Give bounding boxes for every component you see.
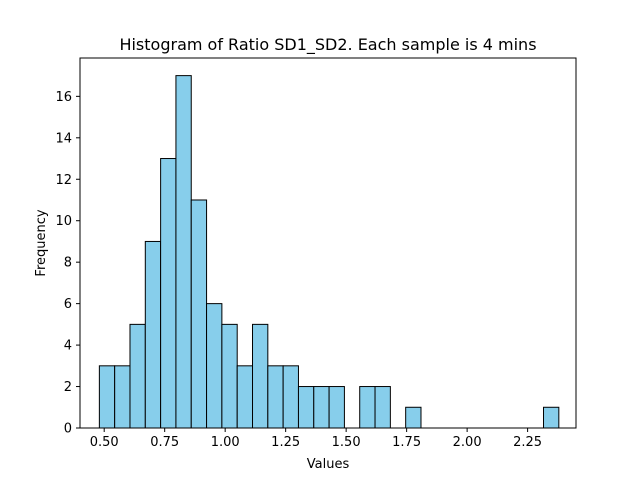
histogram-bar-20: [405, 406, 422, 429]
histogram-bar-11: [267, 365, 284, 429]
y-tick-label: 4: [64, 339, 72, 354]
histogram-bar-15: [328, 386, 345, 429]
y-tick-label: 2: [64, 380, 72, 395]
x-axis-label: Values: [307, 457, 350, 472]
histogram-bar-18: [374, 386, 391, 429]
y-axis-label: Frequency: [34, 209, 49, 276]
y-tick-label: 0: [64, 422, 72, 437]
x-tick-label: 0.50: [90, 435, 119, 450]
x-tick-label: 1.00: [211, 435, 240, 450]
x-tick-label: 1.50: [332, 435, 361, 450]
x-axis-ticks: 0.50 0.75 1.00 1.25 1.50 1.75 2.00 2.25: [90, 428, 542, 450]
x-tick-label: 2.00: [453, 435, 482, 450]
histogram-bar-12: [282, 365, 299, 429]
x-tick-label: 0.75: [150, 435, 179, 450]
histogram-bar-1: [114, 365, 131, 429]
y-tick-label: 16: [55, 90, 72, 105]
histogram-bar-13: [297, 386, 315, 429]
histogram-bar-2: [129, 323, 146, 429]
histogram-bar-17: [359, 386, 376, 429]
histogram-bar-14: [313, 386, 330, 429]
histogram-bar-0: [98, 365, 116, 429]
y-tick-label: 10: [55, 214, 72, 229]
histogram-bar-3: [144, 240, 162, 429]
x-tick-label: 1.25: [271, 435, 300, 450]
y-axis-ticks: 0 2 4 6 8 10 12 14 16: [55, 90, 80, 437]
bars-group: [98, 75, 560, 429]
plot-frame: [79, 57, 577, 429]
x-tick-label: 1.75: [392, 435, 421, 450]
histogram-bar-6: [190, 199, 208, 429]
histogram-bar-7: [206, 303, 223, 429]
histogram-bar-29: [543, 406, 560, 429]
y-tick-label: 6: [64, 297, 72, 312]
x-tick-label: 2.25: [513, 435, 542, 450]
histogram-bar-5: [175, 75, 192, 429]
histogram-bar-4: [160, 158, 177, 429]
histogram-bar-8: [221, 323, 238, 429]
y-tick-label: 14: [55, 131, 72, 146]
y-tick-label: 8: [64, 256, 72, 271]
y-tick-label: 12: [55, 173, 72, 188]
chart-title: Histogram of Ratio SD1_SD2. Each sample …: [119, 35, 536, 55]
histogram-bar-10: [252, 323, 269, 429]
histogram-bar-9: [236, 365, 254, 429]
